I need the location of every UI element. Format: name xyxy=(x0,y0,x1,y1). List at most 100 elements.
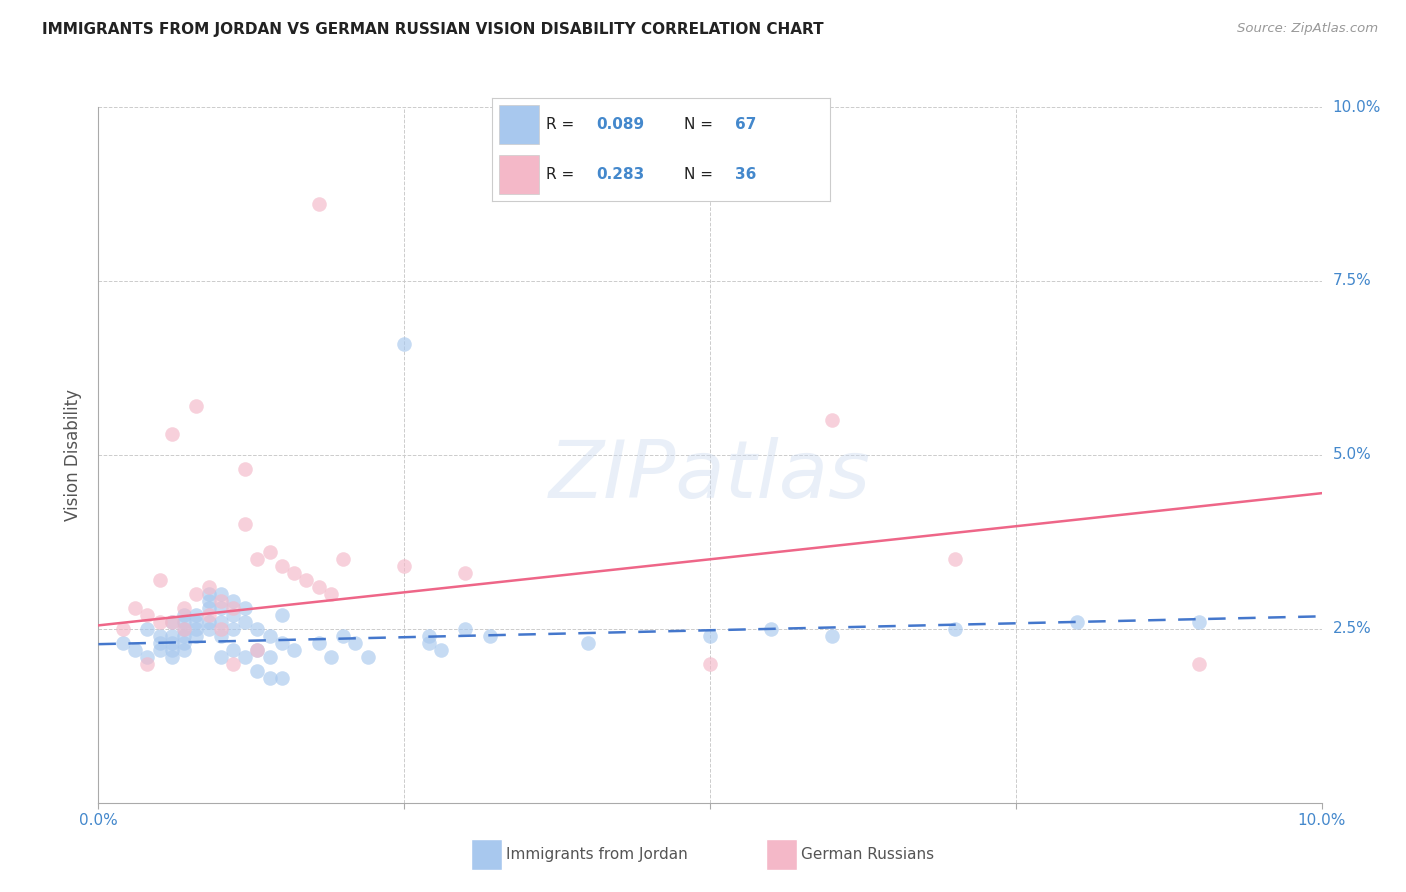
Text: R =: R = xyxy=(546,117,579,132)
Point xyxy=(209,594,232,608)
Point xyxy=(283,642,305,657)
Point xyxy=(1188,615,1211,629)
Point xyxy=(1188,657,1211,671)
Point xyxy=(699,629,721,643)
Point xyxy=(136,657,159,671)
Point xyxy=(149,573,172,587)
Point xyxy=(222,642,245,657)
Point xyxy=(246,642,269,657)
Point xyxy=(319,649,342,664)
Y-axis label: Vision Disability: Vision Disability xyxy=(65,389,83,521)
Text: N =: N = xyxy=(685,167,718,182)
Point xyxy=(233,615,256,629)
Point xyxy=(222,607,245,622)
Point xyxy=(259,649,281,664)
Point xyxy=(173,607,195,622)
Point xyxy=(344,636,367,650)
Point xyxy=(259,545,281,559)
Point xyxy=(233,601,256,615)
Point xyxy=(173,622,195,636)
Point xyxy=(136,607,159,622)
Point xyxy=(576,636,599,650)
Point xyxy=(124,642,146,657)
Text: 2.5%: 2.5% xyxy=(1333,622,1371,636)
Point xyxy=(124,601,146,615)
Point xyxy=(149,629,172,643)
Point xyxy=(197,607,219,622)
Point xyxy=(283,566,305,581)
Point xyxy=(418,636,440,650)
Point xyxy=(160,636,183,650)
Point xyxy=(136,649,159,664)
Point xyxy=(160,649,183,664)
Point xyxy=(246,664,269,678)
Point xyxy=(259,671,281,685)
Point xyxy=(270,671,292,685)
FancyBboxPatch shape xyxy=(499,154,540,194)
Point xyxy=(209,587,232,601)
Point xyxy=(186,615,208,629)
Point xyxy=(186,399,208,413)
Point xyxy=(173,642,195,657)
Point xyxy=(454,566,477,581)
Text: ZIPatlas: ZIPatlas xyxy=(548,437,872,515)
Point xyxy=(759,622,782,636)
Point xyxy=(209,622,232,636)
Point xyxy=(149,642,172,657)
Point xyxy=(160,427,183,442)
Point xyxy=(111,622,134,636)
Point xyxy=(173,601,195,615)
Point xyxy=(270,559,292,574)
Point xyxy=(246,552,269,566)
Text: R =: R = xyxy=(546,167,579,182)
Text: N =: N = xyxy=(685,117,718,132)
Point xyxy=(197,580,219,594)
Point xyxy=(308,580,330,594)
Point xyxy=(821,629,844,643)
Text: 7.5%: 7.5% xyxy=(1333,274,1371,288)
Point xyxy=(295,573,318,587)
Point xyxy=(173,636,195,650)
Point xyxy=(111,636,134,650)
Point xyxy=(197,601,219,615)
Point xyxy=(197,587,219,601)
Point xyxy=(222,657,245,671)
Text: German Russians: German Russians xyxy=(801,847,935,862)
Point xyxy=(197,594,219,608)
Point xyxy=(209,615,232,629)
Point xyxy=(160,642,183,657)
Point xyxy=(233,517,256,532)
Point xyxy=(943,552,966,566)
Point xyxy=(270,636,292,650)
Point xyxy=(186,622,208,636)
Point xyxy=(160,615,183,629)
Point xyxy=(222,594,245,608)
Point xyxy=(233,649,256,664)
Point xyxy=(821,413,844,427)
Point xyxy=(209,649,232,664)
Point xyxy=(392,336,416,351)
Point xyxy=(943,622,966,636)
Text: 67: 67 xyxy=(735,117,756,132)
Point xyxy=(197,622,219,636)
Text: 0.283: 0.283 xyxy=(596,167,645,182)
Point xyxy=(209,629,232,643)
Point xyxy=(173,615,195,629)
Text: 0.089: 0.089 xyxy=(596,117,645,132)
Text: 36: 36 xyxy=(735,167,756,182)
Point xyxy=(173,622,195,636)
Point xyxy=(222,622,245,636)
Point xyxy=(197,615,219,629)
Text: Source: ZipAtlas.com: Source: ZipAtlas.com xyxy=(1237,22,1378,36)
Point xyxy=(332,629,354,643)
Text: 5.0%: 5.0% xyxy=(1333,448,1371,462)
Point xyxy=(173,629,195,643)
Point xyxy=(259,629,281,643)
Point xyxy=(209,601,232,615)
Point xyxy=(332,552,354,566)
Text: 10.0%: 10.0% xyxy=(1333,100,1381,114)
Point xyxy=(418,629,440,643)
Text: Immigrants from Jordan: Immigrants from Jordan xyxy=(506,847,688,862)
Point xyxy=(246,642,269,657)
Point xyxy=(308,197,330,211)
